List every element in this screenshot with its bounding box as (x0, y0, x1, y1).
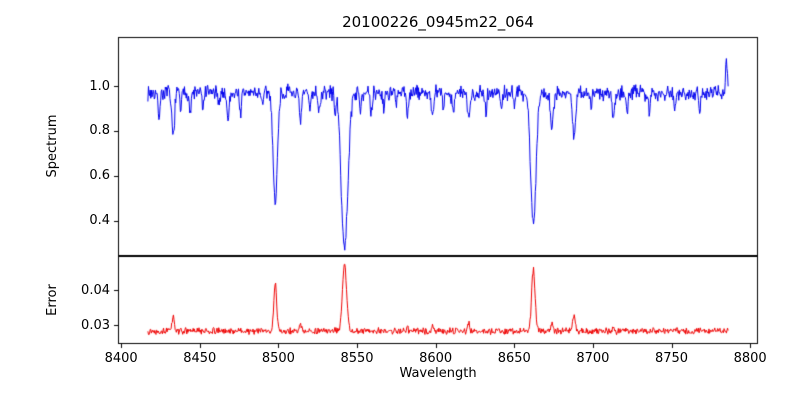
x-tick-label: 8700 (576, 351, 610, 366)
y-tick-label: 0.4 (89, 213, 110, 229)
chart-title: 20100226_0945m22_064 (342, 13, 534, 31)
y-tick-label: 0.04 (81, 282, 110, 298)
x-axis-label: Wavelength (399, 366, 477, 381)
y-tick-label: 0.8 (89, 123, 110, 139)
x-tick-label: 8650 (497, 351, 531, 366)
x-tick-label: 8400 (104, 351, 138, 366)
x-tick-label: 8550 (340, 351, 374, 366)
y-tick-label: 1.0 (89, 78, 110, 94)
x-tick-label: 8450 (183, 351, 217, 366)
y-tick-label: 0.03 (81, 317, 110, 333)
x-tick-label: 8800 (733, 351, 767, 366)
x-tick-label: 8500 (261, 351, 295, 366)
x-tick-label: 8600 (419, 351, 453, 366)
y-tick-label: 0.6 (89, 168, 110, 184)
x-tick-label: 8750 (654, 351, 689, 366)
